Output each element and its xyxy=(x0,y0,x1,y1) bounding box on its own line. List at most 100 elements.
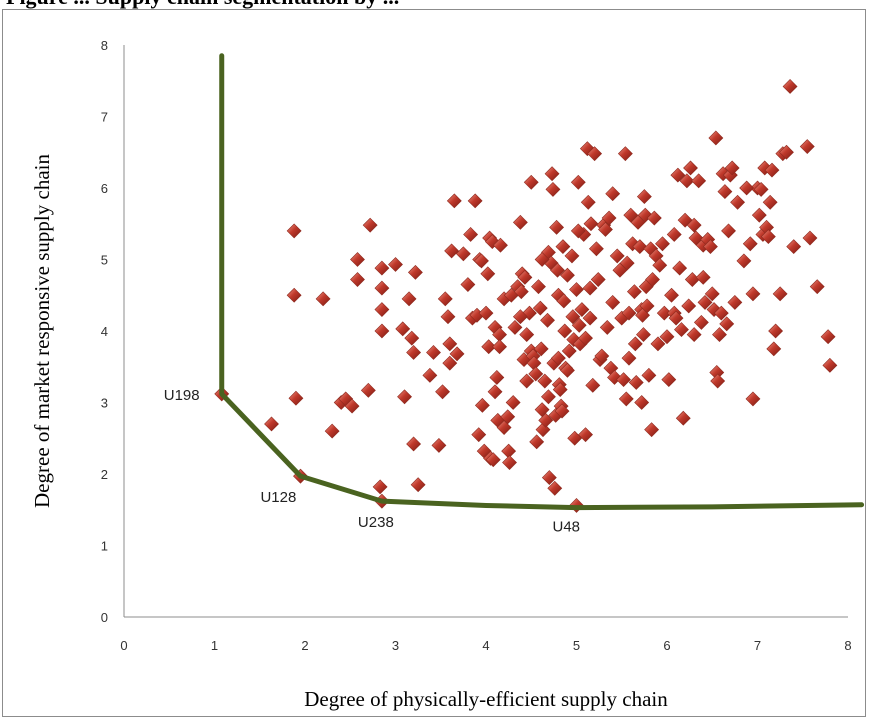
data-point xyxy=(652,257,668,273)
data-point xyxy=(350,252,365,267)
data-point xyxy=(362,217,378,233)
data-point xyxy=(507,320,523,335)
data-point xyxy=(350,272,365,287)
data-point xyxy=(570,174,586,190)
point-annotations: U198 U128 U238 U48 xyxy=(164,387,580,536)
data-point xyxy=(489,370,505,385)
data-point xyxy=(580,194,596,210)
data-point xyxy=(395,321,411,337)
data-point xyxy=(532,300,548,316)
data-point xyxy=(570,223,586,239)
data-point xyxy=(710,373,726,389)
data-point xyxy=(556,293,572,309)
data-point xyxy=(480,266,496,282)
data-point xyxy=(590,272,606,287)
data-point xyxy=(617,146,633,162)
data-point xyxy=(467,193,483,209)
data-point xyxy=(664,287,679,303)
data-point xyxy=(410,477,426,493)
data-point xyxy=(587,146,603,162)
data-point xyxy=(360,382,376,398)
data-point xyxy=(713,305,729,321)
data-point xyxy=(768,323,784,339)
data-point xyxy=(650,336,666,352)
data-point xyxy=(760,229,776,245)
data-point xyxy=(670,167,686,183)
data-point xyxy=(442,336,458,352)
data-point xyxy=(552,382,568,398)
data-point xyxy=(564,248,580,264)
data-point xyxy=(762,194,778,210)
data-point xyxy=(286,287,302,303)
y-tick-label: 8 xyxy=(101,38,108,53)
data-point xyxy=(500,409,516,425)
data-point xyxy=(550,350,566,366)
data-point xyxy=(388,257,403,272)
data-point xyxy=(632,239,648,255)
data-point xyxy=(588,241,604,257)
data-point xyxy=(605,186,621,202)
data-point xyxy=(567,430,583,446)
data-point xyxy=(641,367,657,383)
data-point xyxy=(372,479,388,495)
data-point xyxy=(753,182,769,197)
y-tick-label: 4 xyxy=(101,324,108,339)
data-point xyxy=(502,455,517,470)
data-point xyxy=(730,194,746,210)
data-point xyxy=(519,327,535,342)
data-point xyxy=(578,427,593,443)
data-point xyxy=(742,236,758,252)
tick-labels: 0 1 2 3 4 5 6 7 8 0 1 2 3 4 5 6 7 8 xyxy=(101,38,852,653)
data-point xyxy=(455,246,471,262)
data-point xyxy=(286,223,302,239)
data-point xyxy=(406,436,422,452)
annotation-u198: U198 xyxy=(164,387,200,404)
data-point xyxy=(739,180,755,196)
data-point xyxy=(540,312,555,328)
data-point xyxy=(487,384,503,400)
data-point xyxy=(708,130,724,146)
data-point xyxy=(727,294,743,310)
data-point xyxy=(550,262,565,278)
data-point xyxy=(560,267,575,283)
data-point xyxy=(656,305,672,321)
data-point xyxy=(585,377,601,393)
data-point xyxy=(324,423,340,439)
data-point xyxy=(786,239,802,255)
data-point xyxy=(636,327,651,342)
data-point xyxy=(695,269,711,285)
data-point xyxy=(704,286,720,302)
y-tick-label: 2 xyxy=(101,467,108,482)
data-point xyxy=(609,248,625,264)
y-tick-label: 7 xyxy=(101,110,108,125)
data-point xyxy=(401,291,417,307)
data-point xyxy=(474,253,489,269)
data-point xyxy=(626,284,642,300)
data-point xyxy=(712,327,727,342)
data-point xyxy=(537,373,553,389)
data-point xyxy=(513,284,529,300)
data-point xyxy=(719,316,735,332)
data-point xyxy=(802,230,818,246)
data-point xyxy=(627,336,643,352)
data-point xyxy=(717,184,733,199)
data-point xyxy=(661,372,677,388)
data-point xyxy=(534,252,550,267)
data-point xyxy=(264,416,279,432)
data-point xyxy=(531,279,546,295)
x-tick-label: 0 xyxy=(120,638,127,653)
data-point xyxy=(560,362,575,378)
data-point xyxy=(523,174,539,190)
data-point xyxy=(471,427,487,443)
data-point xyxy=(684,272,700,287)
data-point xyxy=(605,294,621,310)
data-point xyxy=(431,437,447,453)
data-point xyxy=(533,341,549,357)
annotation-u238: U238 xyxy=(358,514,394,531)
data-point xyxy=(444,243,460,259)
data-point xyxy=(594,348,610,364)
data-point xyxy=(512,214,528,230)
data-point xyxy=(519,373,535,389)
data-point xyxy=(344,398,360,414)
